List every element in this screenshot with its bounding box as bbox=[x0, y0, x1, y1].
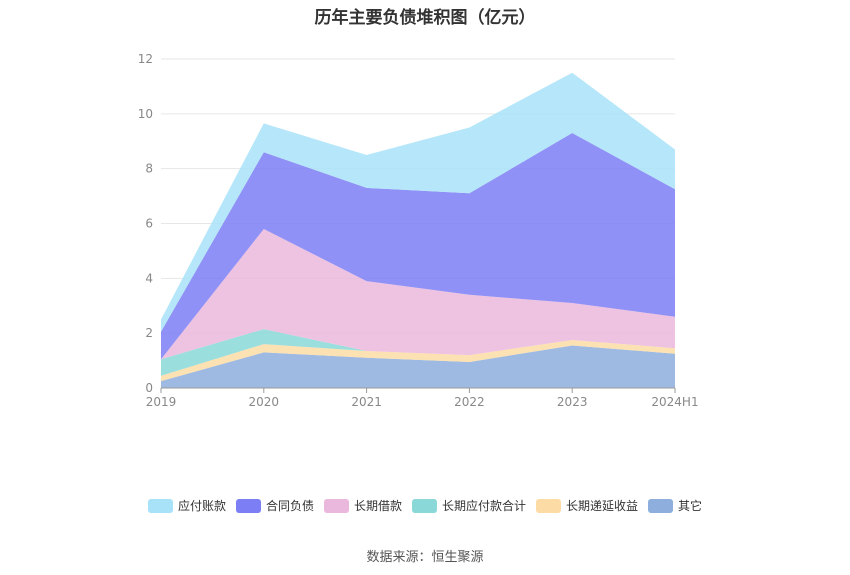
axes: 0 2 4 6 8 10 12 2019 2020 2021 2022 2023 2024H1 bbox=[138, 52, 699, 409]
legend: 应付账款 合同负债 长期借款 长期应付款合计 长期递延收益 其它 bbox=[0, 497, 850, 516]
x-tick-label: 2020 bbox=[249, 395, 280, 409]
legend-item[interactable]: 其它 bbox=[648, 497, 702, 514]
legend-item[interactable]: 长期应付款合计 bbox=[412, 497, 526, 514]
legend-swatch bbox=[648, 498, 674, 513]
x-tick-label: 2023 bbox=[557, 395, 588, 409]
y-tick-label: 4 bbox=[145, 271, 153, 285]
legend-label: 长期递延收益 bbox=[566, 499, 639, 513]
y-tick-label: 12 bbox=[138, 52, 153, 66]
x-tick-label: 2021 bbox=[351, 395, 382, 409]
legend-item[interactable]: 应付账款 bbox=[147, 497, 226, 514]
legend-label: 合同负债 bbox=[265, 499, 314, 513]
legend-label: 长期应付款合计 bbox=[442, 499, 527, 513]
legend-swatch bbox=[536, 498, 562, 513]
y-tick-label: 0 bbox=[145, 381, 153, 395]
chart-title: 历年主要负债堆积图（亿元） bbox=[314, 8, 536, 28]
y-tick-label: 10 bbox=[138, 107, 153, 121]
legend-swatch bbox=[235, 498, 261, 513]
legend-item[interactable]: 长期递延收益 bbox=[536, 497, 638, 514]
y-tick-label: 6 bbox=[145, 217, 153, 231]
area-series-3 bbox=[161, 229, 675, 360]
area-series-0 bbox=[161, 345, 675, 388]
legend-item[interactable]: 长期借款 bbox=[323, 497, 402, 514]
area-series-4 bbox=[161, 133, 675, 360]
x-tick-label: 2019 bbox=[146, 395, 177, 409]
legend-swatch bbox=[412, 498, 437, 513]
y-tick-label: 2 bbox=[145, 326, 153, 340]
y-tick-label: 8 bbox=[145, 162, 153, 176]
area-series bbox=[161, 72, 675, 388]
legend-swatch bbox=[147, 498, 173, 513]
legend-swatch bbox=[323, 498, 349, 513]
legend-label: 应付账款 bbox=[177, 499, 226, 513]
x-tick-label: 2022 bbox=[454, 395, 485, 409]
legend-item[interactable]: 合同负债 bbox=[235, 497, 314, 514]
legend-label: 长期借款 bbox=[353, 499, 402, 513]
area-series-1 bbox=[161, 340, 675, 382]
area-series-5 bbox=[161, 72, 675, 332]
source-note: 数据来源：恒生聚源 bbox=[366, 550, 484, 565]
legend-label: 其它 bbox=[678, 499, 703, 513]
x-tick-label: 2024H1 bbox=[651, 395, 698, 409]
area-series-2 bbox=[161, 329, 675, 376]
